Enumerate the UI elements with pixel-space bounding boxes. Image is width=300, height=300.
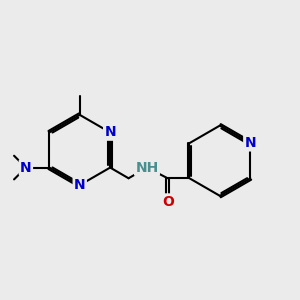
Text: O: O (162, 195, 174, 209)
Text: N: N (20, 160, 32, 175)
Text: N: N (244, 136, 256, 150)
Text: N: N (74, 178, 85, 192)
Text: N: N (104, 125, 116, 140)
Text: NH: NH (135, 160, 159, 175)
